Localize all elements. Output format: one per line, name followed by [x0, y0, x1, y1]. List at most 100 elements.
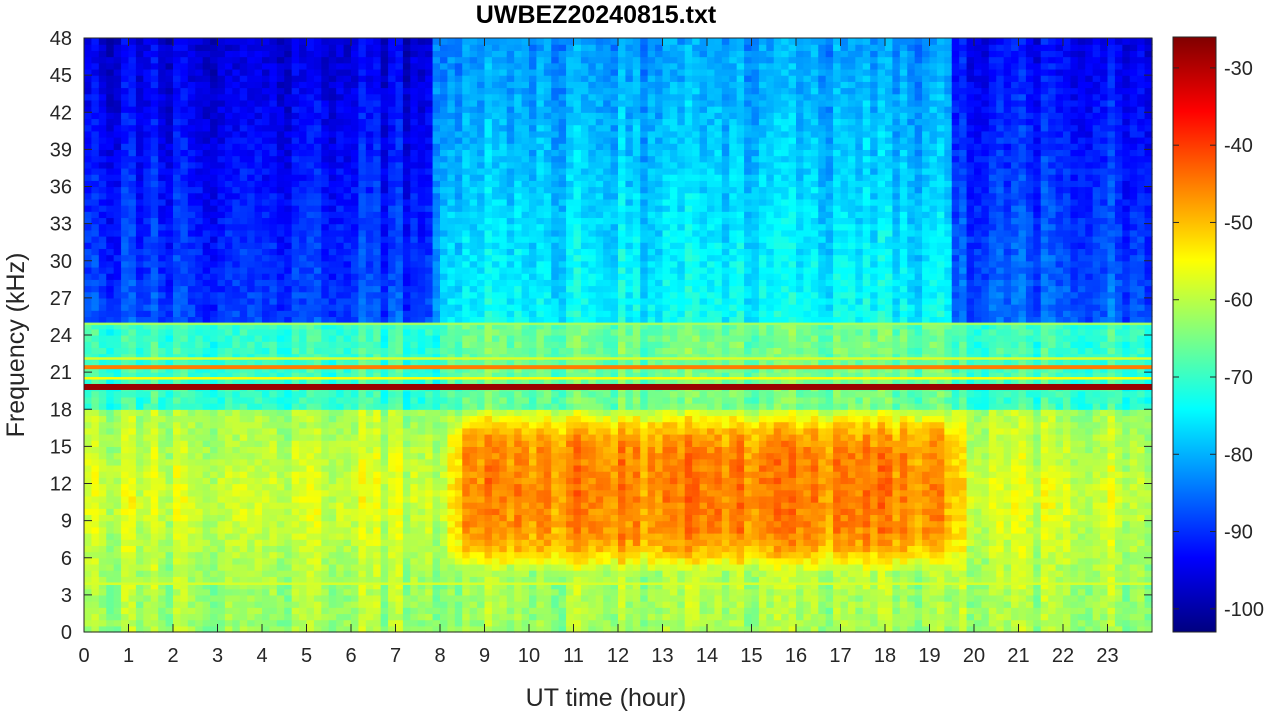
spectrogram-cell	[84, 186, 93, 194]
spectrogram-cell	[447, 483, 456, 491]
spectrogram-cell	[291, 223, 300, 231]
spectrogram-cell	[373, 378, 382, 386]
spectrogram-cell	[417, 452, 426, 460]
spectrogram-cell	[410, 260, 419, 268]
spectrogram-cell	[239, 285, 248, 293]
spectrogram-cell	[417, 75, 426, 82]
spectrogram-cell	[84, 211, 93, 219]
spectrogram-cell	[402, 75, 411, 82]
spectrogram-cell	[254, 570, 263, 577]
spectrogram-cell	[91, 335, 100, 342]
spectrogram-cell	[165, 248, 174, 256]
spectrogram-cell	[187, 137, 196, 144]
spectrogram-cell	[98, 545, 107, 553]
spectrogram-cell	[306, 112, 315, 120]
spectrogram-cell	[462, 254, 471, 262]
spectrogram-cell	[224, 229, 233, 237]
spectrogram-cell	[262, 607, 271, 615]
spectrogram-cell	[388, 130, 397, 138]
spectrogram-cell	[202, 365, 211, 373]
spectrogram-cell	[180, 310, 189, 318]
spectrogram-cell	[291, 396, 300, 404]
spectrogram-cell	[447, 570, 456, 577]
spectrogram-cell	[321, 390, 330, 398]
spectrogram-cell	[98, 149, 107, 157]
spectrogram-cell	[202, 563, 211, 571]
spectrogram-cell	[284, 508, 293, 516]
spectrogram-cell	[432, 594, 441, 602]
spectrogram-cell	[210, 248, 219, 256]
spectrogram-cell	[425, 588, 434, 596]
spectrogram-cell	[299, 56, 308, 64]
spectrogram-cell	[425, 112, 434, 120]
spectrogram-cell	[135, 619, 144, 627]
spectrogram-cell	[276, 372, 285, 379]
spectrogram-cell	[195, 341, 204, 348]
spectrogram-cell	[98, 174, 107, 181]
spectrogram-cell	[328, 434, 337, 441]
spectrogram-cell	[217, 601, 226, 608]
spectrogram-cell	[210, 434, 219, 441]
spectrogram-cell	[328, 143, 337, 150]
spectrogram-cell	[306, 514, 315, 522]
spectrogram-cell	[410, 341, 419, 348]
spectrogram-cell	[321, 545, 330, 553]
spectrogram-cell	[232, 99, 241, 107]
spectrogram-cell	[440, 124, 449, 132]
spectrogram-cell	[262, 137, 271, 144]
spectrogram-cell	[425, 316, 434, 324]
spectrogram-cell	[247, 75, 256, 82]
spectrogram-cell	[187, 335, 196, 342]
spectrogram-cell	[395, 106, 404, 113]
spectrogram-cell	[336, 254, 345, 262]
spectrogram-cell	[299, 291, 308, 299]
spectrogram-cell	[351, 99, 360, 107]
spectrogram-cell	[113, 211, 122, 219]
spectrogram-cell	[121, 229, 130, 237]
spectrogram-cell	[254, 118, 263, 126]
spectrogram-cell	[217, 502, 226, 509]
spectrogram-cell	[276, 576, 285, 584]
spectrogram-cell	[121, 446, 130, 454]
spectrogram-cell	[143, 198, 152, 206]
spectrogram-cell	[410, 310, 419, 318]
spectrogram-cell	[373, 427, 382, 435]
spectrogram-cell	[210, 396, 219, 404]
spectrogram-cell	[402, 285, 411, 293]
spectrogram-cell	[351, 563, 360, 571]
spectrogram-cell	[402, 347, 411, 355]
spectrogram-cell	[388, 62, 397, 70]
spectrogram-cell	[150, 260, 159, 268]
spectrogram-cell	[410, 421, 419, 429]
spectrogram-cell	[380, 254, 389, 262]
spectrogram-cell	[247, 495, 256, 503]
spectrogram-cell	[202, 285, 211, 293]
spectrogram-cell	[358, 130, 367, 138]
spectrogram-cell	[358, 75, 367, 82]
spectrogram-cell	[269, 551, 278, 559]
spectrogram-cell	[454, 551, 463, 559]
spectrogram-cell	[224, 508, 233, 516]
spectrogram-cell	[425, 124, 434, 132]
spectrogram-cell	[306, 427, 315, 435]
spectrogram-cell	[440, 557, 449, 565]
spectrogram-cell	[143, 205, 152, 212]
spectrogram-cell	[447, 99, 456, 107]
spectrogram-cell	[299, 359, 308, 367]
spectrogram-cell	[239, 625, 248, 633]
spectrogram-cell	[417, 291, 426, 299]
spectrogram-cell	[173, 50, 182, 58]
spectrogram-cell	[336, 533, 345, 540]
spectrogram-cell	[351, 50, 360, 58]
spectrogram-cell	[84, 403, 93, 410]
spectrogram-cell	[217, 625, 226, 633]
spectrogram-cell	[187, 56, 196, 64]
spectrogram-cell	[98, 464, 107, 472]
spectrogram-cell	[180, 211, 189, 219]
spectrogram-cell	[84, 347, 93, 355]
spectrogram-cell	[440, 143, 449, 150]
spectrogram-cell	[224, 279, 233, 287]
spectrogram-cell	[158, 409, 167, 417]
spectrogram-cell	[269, 99, 278, 107]
spectrogram-cell	[373, 434, 382, 441]
